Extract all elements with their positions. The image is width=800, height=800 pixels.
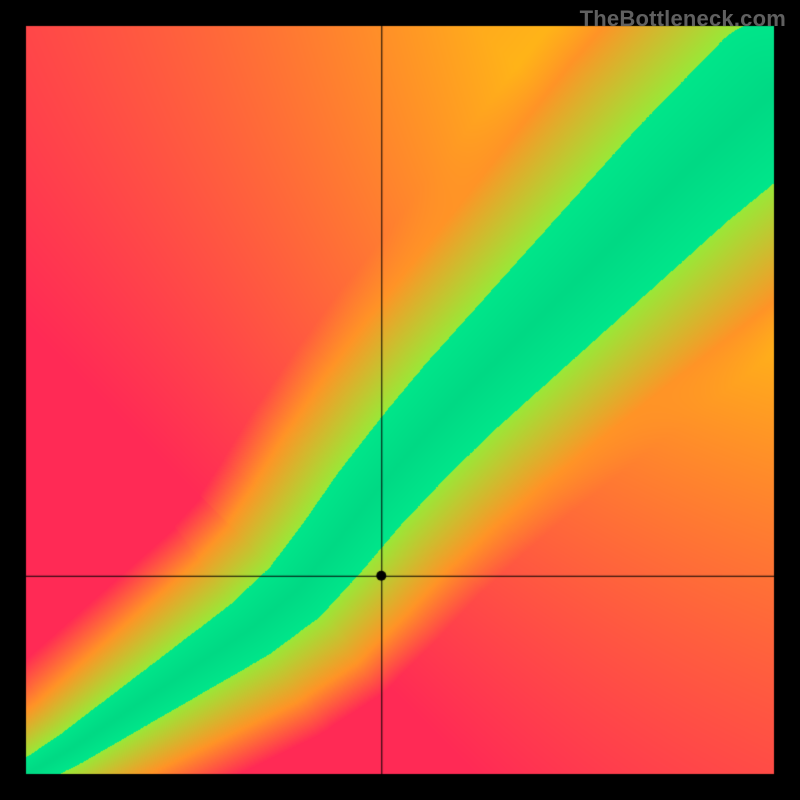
- heatmap-canvas: [0, 0, 800, 800]
- watermark-text: TheBottleneck.com: [580, 6, 786, 32]
- chart-container: TheBottleneck.com: [0, 0, 800, 800]
